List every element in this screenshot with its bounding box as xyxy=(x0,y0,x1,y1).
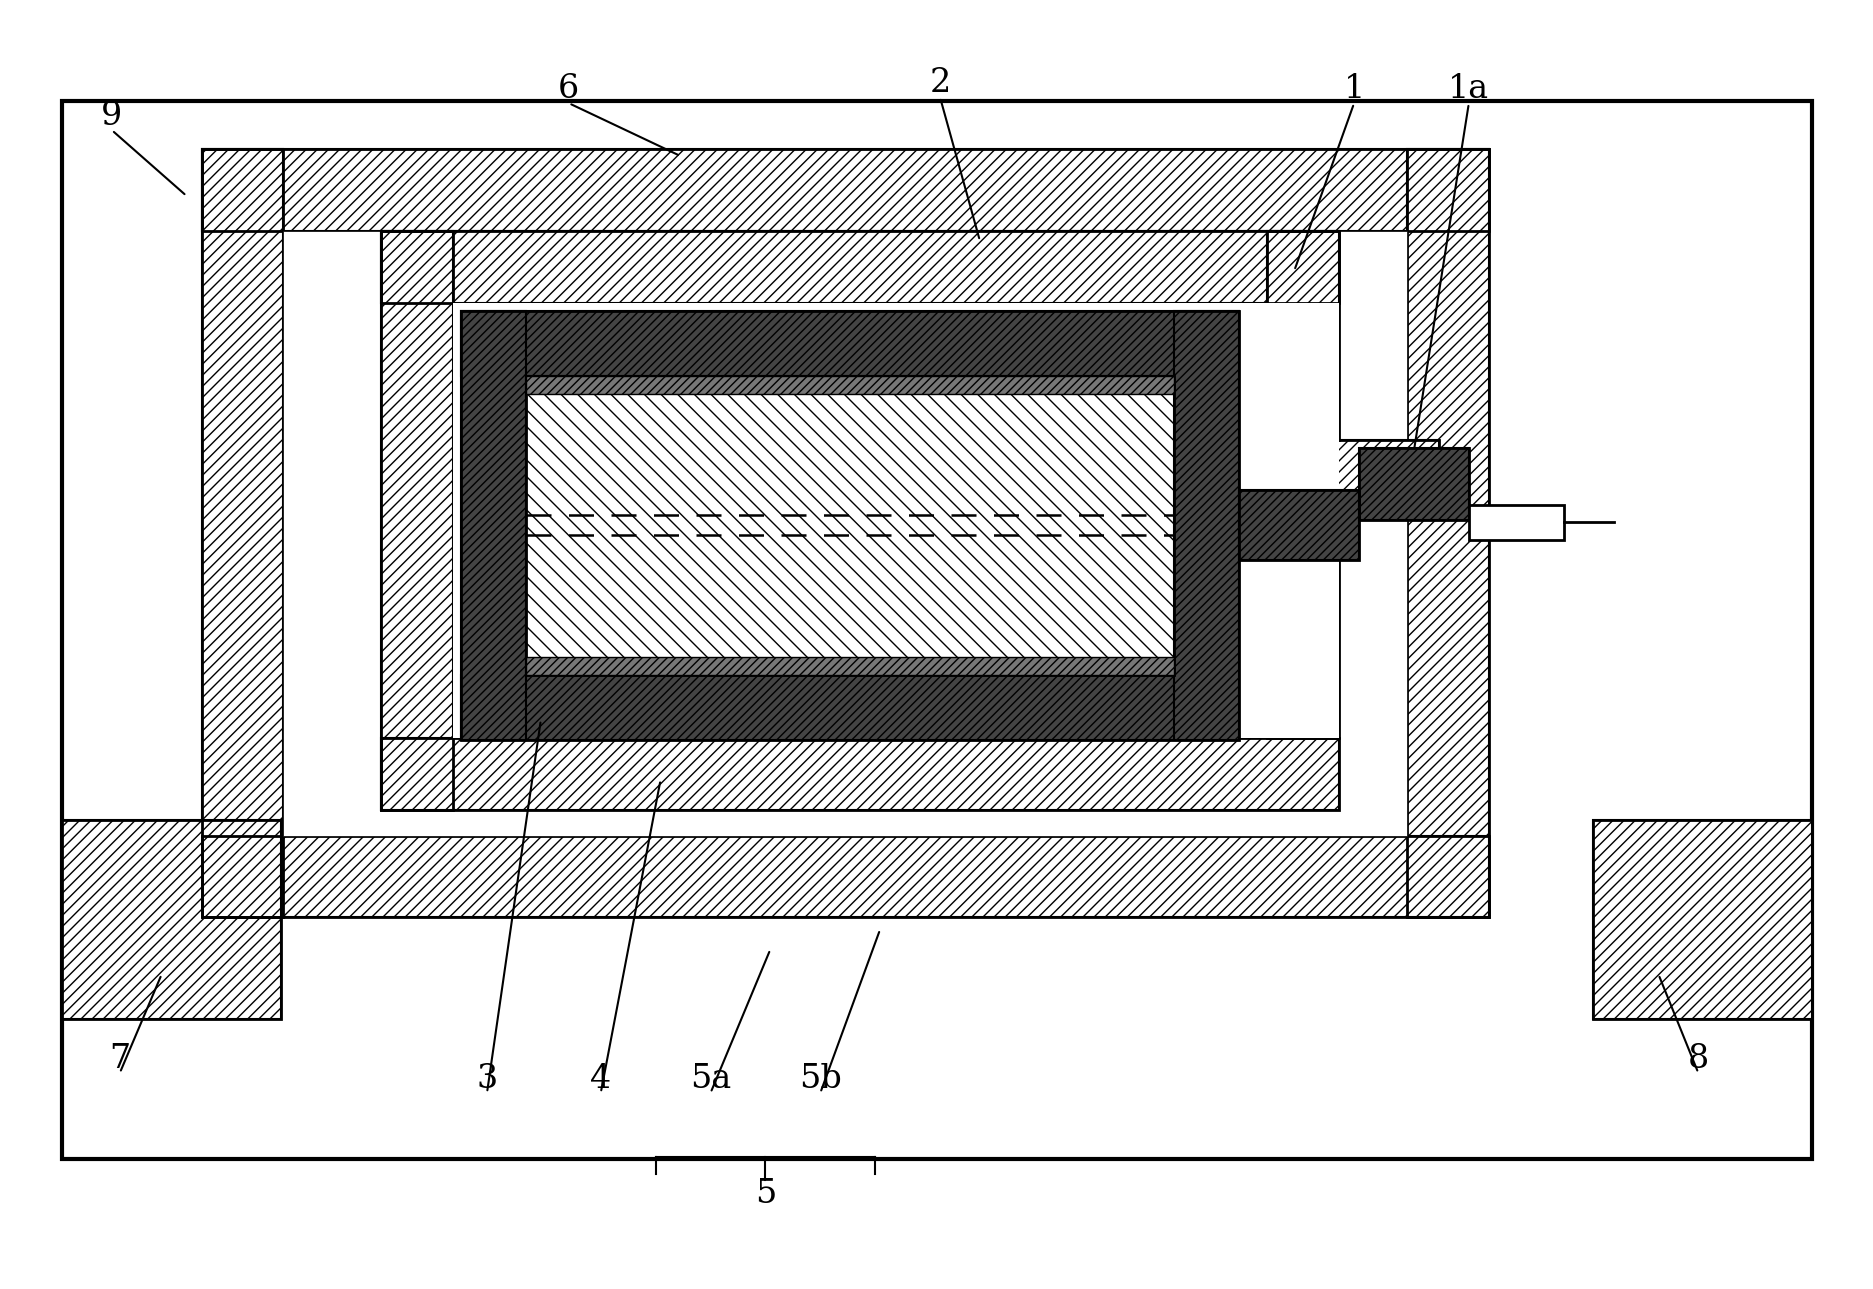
Bar xyxy=(526,375,1174,393)
Bar xyxy=(62,820,281,1020)
Bar xyxy=(461,311,1238,375)
Text: 1a: 1a xyxy=(1448,73,1489,106)
Bar xyxy=(1468,505,1562,540)
Bar xyxy=(202,150,1487,231)
Bar xyxy=(1266,231,1339,441)
Bar xyxy=(380,231,1339,303)
Bar xyxy=(526,375,1174,675)
Bar xyxy=(380,737,1339,809)
Bar xyxy=(1407,150,1487,918)
Bar xyxy=(453,303,1339,737)
Bar xyxy=(461,311,526,740)
Text: 5b: 5b xyxy=(798,1063,841,1096)
Bar xyxy=(1238,490,1358,561)
Bar xyxy=(380,737,1339,809)
Text: 1: 1 xyxy=(1343,73,1364,106)
Bar xyxy=(202,835,1487,918)
Bar xyxy=(1266,441,1438,512)
Bar xyxy=(1266,231,1339,441)
Bar xyxy=(1238,490,1358,561)
Text: 5a: 5a xyxy=(689,1063,730,1096)
Bar xyxy=(526,657,1174,675)
Bar xyxy=(380,231,453,809)
Bar xyxy=(283,231,1407,835)
Bar xyxy=(1266,512,1339,737)
Text: 2: 2 xyxy=(929,67,950,99)
Text: 4: 4 xyxy=(590,1063,611,1096)
Bar xyxy=(461,311,1238,740)
Bar xyxy=(380,231,1339,303)
Text: 6: 6 xyxy=(558,73,579,106)
Bar xyxy=(1266,512,1339,737)
Bar xyxy=(62,820,281,1020)
Bar xyxy=(1174,311,1238,740)
Bar xyxy=(380,231,1339,809)
Text: 8: 8 xyxy=(1688,1043,1708,1075)
Text: 3: 3 xyxy=(476,1063,498,1096)
Bar xyxy=(1358,449,1468,521)
Bar xyxy=(202,150,283,918)
Bar xyxy=(526,375,1174,675)
Bar xyxy=(1358,449,1468,521)
Bar xyxy=(461,675,1238,740)
Text: 7: 7 xyxy=(109,1043,131,1075)
Bar xyxy=(1407,150,1487,918)
Text: 5: 5 xyxy=(755,1178,775,1210)
Bar xyxy=(1592,820,1811,1020)
Bar xyxy=(202,150,283,918)
Bar xyxy=(461,311,1238,740)
Bar xyxy=(62,101,1811,1159)
Bar xyxy=(202,150,1487,231)
Bar xyxy=(1592,820,1811,1020)
Bar xyxy=(380,231,453,809)
Bar xyxy=(202,835,1487,918)
Text: 9: 9 xyxy=(101,101,122,133)
Bar xyxy=(1266,441,1438,512)
